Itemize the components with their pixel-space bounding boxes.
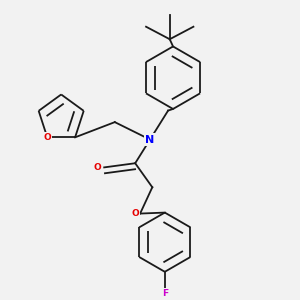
Text: O: O bbox=[94, 163, 101, 172]
Text: F: F bbox=[162, 289, 168, 298]
Text: N: N bbox=[146, 134, 154, 145]
Text: O: O bbox=[131, 209, 139, 218]
Text: O: O bbox=[44, 133, 51, 142]
